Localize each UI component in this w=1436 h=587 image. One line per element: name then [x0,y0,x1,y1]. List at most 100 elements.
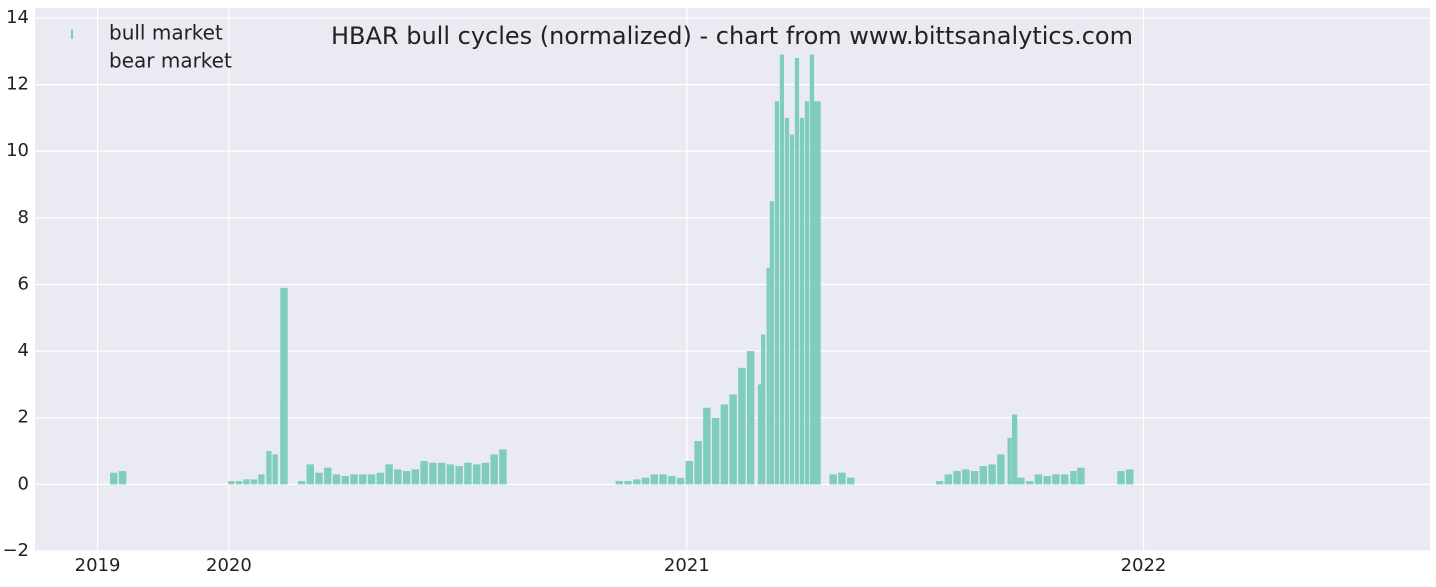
bar [774,101,780,485]
bar [615,481,623,485]
bar [1025,481,1034,485]
bar [266,451,272,485]
y-tick-label: 2 [18,407,29,428]
bar [809,54,815,485]
bar [784,117,790,485]
legend-label: bull market [109,21,223,45]
bar [746,351,755,485]
bar [376,472,385,485]
bar [110,472,118,485]
bar [350,474,358,485]
chart-title: HBAR bull cycles (normalized) - chart fr… [331,22,1133,50]
bar [472,464,481,485]
bar [769,201,775,485]
bar [838,472,846,485]
bar [1011,414,1018,485]
bar [1117,471,1125,485]
bar [250,479,258,485]
bar [813,101,821,485]
bar [464,462,472,485]
bar [668,476,676,485]
bar [1034,474,1043,485]
bar [402,471,411,485]
y-tick-label: 14 [6,7,29,28]
bar [446,464,455,485]
y-tick-label: 6 [18,273,29,294]
bar [685,461,694,485]
bar [789,134,795,485]
bar [315,472,323,485]
bar [757,384,761,485]
bar [437,462,446,485]
legend-marker [71,29,73,39]
bar [953,471,961,485]
y-tick-label: 0 [18,473,29,494]
bar [280,287,288,485]
bar [118,471,127,485]
bar [1007,437,1012,485]
bar [761,334,766,485]
bar [711,417,720,485]
bar [1070,471,1077,485]
y-tick-label: 4 [18,340,29,361]
bar [979,466,988,485]
bar [659,474,667,485]
bar [332,474,341,485]
bar [738,367,746,485]
bar [633,479,641,485]
bar [394,469,402,485]
bar [641,477,650,485]
bar [624,481,632,485]
bar [779,54,785,485]
bar [359,474,367,485]
legend-marker [71,57,73,67]
bar [481,462,490,485]
bar [988,464,996,485]
bar [1060,474,1069,485]
y-tick-label: −2 [2,540,29,561]
y-tick-label: 10 [6,140,29,161]
bar [804,101,810,485]
bar [962,469,970,485]
bar [729,394,737,485]
y-tick-label: 12 [6,74,29,95]
bar [235,481,243,485]
bar [703,407,711,485]
bar [676,477,685,485]
bar [272,454,278,485]
bar [970,471,979,485]
bar [944,474,953,485]
bar [367,474,376,485]
bar [650,474,659,485]
bar [1043,476,1051,485]
bar [694,441,702,485]
bar [997,454,1005,485]
bar [766,267,770,485]
bar [297,481,306,485]
bar [1052,474,1060,485]
bar [794,57,800,485]
bar [499,449,507,485]
bar [935,481,944,485]
bar [306,464,314,485]
bar [420,461,428,485]
bar [799,117,805,485]
bar [385,464,393,485]
bar [228,481,235,485]
x-tick-label: 2021 [664,555,710,576]
bar [490,454,498,485]
legend-label: bear market [109,49,232,73]
y-tick-label: 8 [18,207,29,228]
bar [1077,467,1085,485]
bar [1126,469,1134,485]
bar [411,469,420,485]
x-tick-label: 2020 [206,555,252,576]
bar [341,476,350,485]
bar [1017,477,1025,485]
bar [429,462,437,485]
bar [829,474,837,485]
bar [324,467,332,485]
bar [455,466,463,485]
